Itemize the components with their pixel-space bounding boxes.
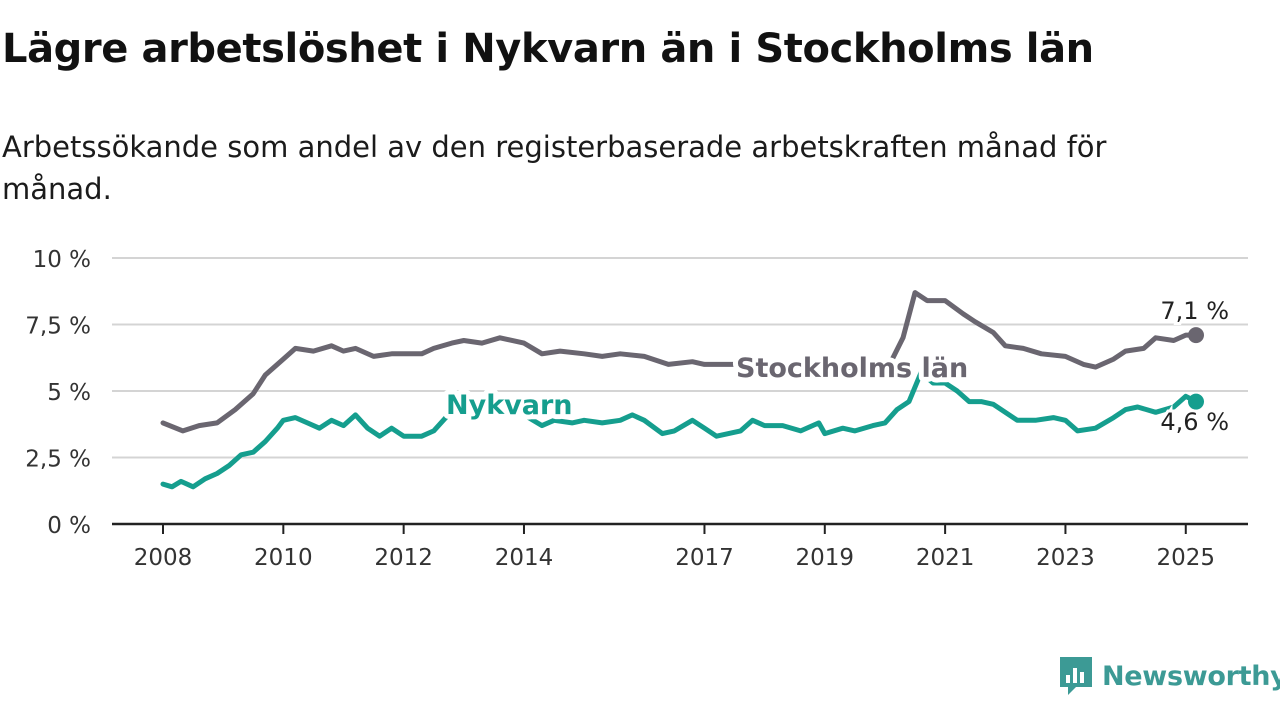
series-label-nykvarn: Nykvarn xyxy=(446,390,573,421)
y-tick-label: 2,5 % xyxy=(25,447,91,473)
x-tick-label: 2023 xyxy=(1036,545,1095,571)
x-tick-label: 2010 xyxy=(254,545,313,571)
series-label-stockholm: Stockholms län xyxy=(736,353,968,384)
x-axis-ticks: 2008 2010 2012 2014 2017 2019 2021 2023 2025 xyxy=(134,524,1215,571)
newsworthy-logo: Newsworthy xyxy=(1058,654,1280,698)
series-lines xyxy=(160,290,1204,490)
chart-subtitle: Arbetssökande som andel av den registerb… xyxy=(2,130,1107,206)
end-label-stockholm: 7,1 % xyxy=(1160,297,1229,325)
brand-name: Newsworthy xyxy=(1102,660,1280,692)
y-tick-label: 0 % xyxy=(47,513,91,539)
stockholm-line xyxy=(160,290,1199,434)
x-tick-label: 2014 xyxy=(495,545,554,571)
x-tick-label: 2021 xyxy=(916,545,975,571)
x-tick-label: 2025 xyxy=(1156,545,1215,571)
x-tick-label: 2019 xyxy=(796,545,855,571)
y-tick-label: 10 % xyxy=(33,247,91,273)
end-label-nykvarn: 4,6 % xyxy=(1160,408,1229,436)
gridlines xyxy=(112,257,1248,526)
stockholm-end-dot xyxy=(1188,327,1204,344)
nykvarn-line xyxy=(160,369,1199,490)
newsworthy-logo-icon xyxy=(1060,657,1092,695)
x-tick-label: 2008 xyxy=(134,545,193,571)
y-tick-label: 5 % xyxy=(47,380,91,406)
series-labels: Stockholms län Nykvarn 7,1 % 4,6 % xyxy=(441,294,1232,439)
x-tick-label: 2017 xyxy=(675,545,734,571)
nykvarn-end-dot xyxy=(1188,393,1204,410)
x-tick-label: 2012 xyxy=(374,545,433,571)
y-tick-label: 7,5 % xyxy=(25,314,91,340)
chart-title: Lägre arbetslöshet i Nykvarn än i Stockh… xyxy=(2,26,1094,72)
y-axis-ticks: 0 % 2,5 % 5 % 7,5 % 10 % xyxy=(25,247,91,539)
